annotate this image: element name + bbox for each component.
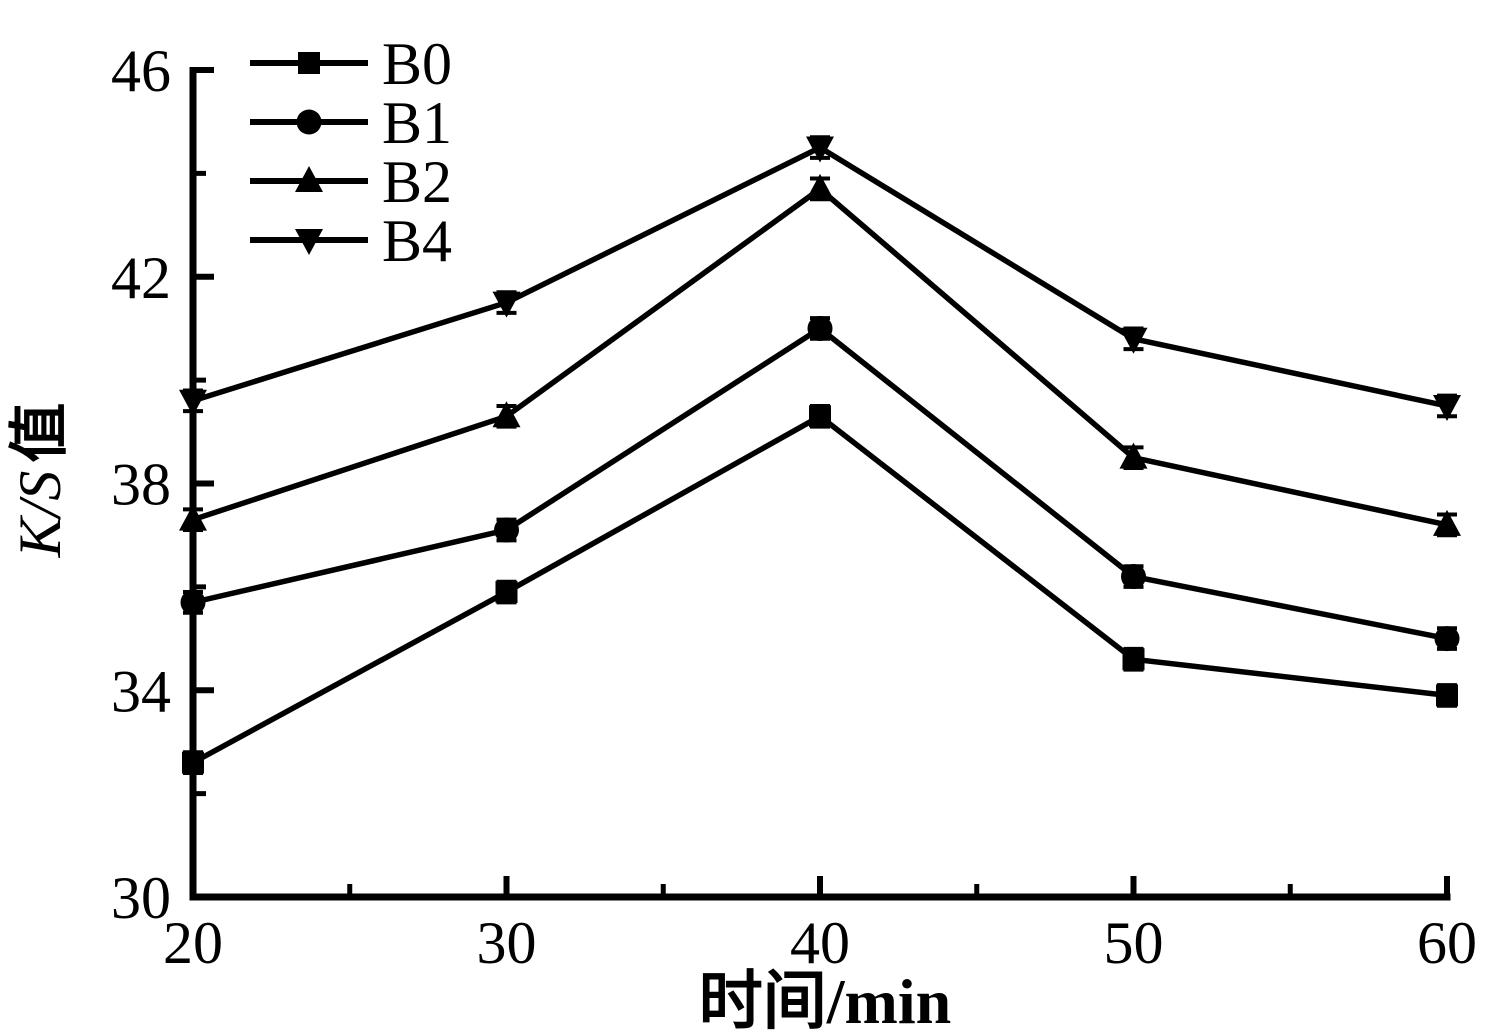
- legend-marker-triangle-down-icon: [295, 229, 323, 255]
- legend-marker-square-icon: [298, 52, 320, 74]
- legend-label: B4: [382, 208, 452, 274]
- data-point-b0: [495, 581, 518, 604]
- data-point-b2: [179, 504, 207, 531]
- data-point-b4: [492, 291, 521, 318]
- x-tick-label: 30: [477, 910, 537, 976]
- data-point-b1: [807, 315, 833, 341]
- y-tick-label: 30: [111, 865, 171, 931]
- x-tick-label: 20: [163, 910, 223, 976]
- y-tick-label: 38: [111, 452, 171, 518]
- x-tick-label: 60: [1417, 910, 1477, 976]
- series-b4: [179, 135, 1461, 421]
- data-point-b4: [179, 389, 207, 416]
- legend-marker-circle-icon: [296, 109, 322, 135]
- y-axis-title-italic-part: K/S: [7, 471, 73, 559]
- legend-label: B2: [382, 149, 452, 215]
- x-tick-label: 50: [1104, 910, 1164, 976]
- data-point-b4: [806, 136, 834, 163]
- data-point-b1: [494, 517, 519, 543]
- data-series: [179, 135, 1461, 775]
- legend-item-b1: B1: [250, 90, 452, 156]
- axis-ticks: [190, 67, 1450, 900]
- series-b2: [179, 173, 1461, 538]
- data-point-b0: [182, 751, 204, 774]
- x-axis-title: 时间/min: [699, 966, 951, 1036]
- data-point-b1: [180, 589, 206, 615]
- data-point-b2: [1433, 509, 1461, 536]
- legend-label: B0: [382, 31, 452, 97]
- data-point-b1: [1434, 626, 1460, 652]
- y-axis-title: K/S 值: [7, 403, 73, 559]
- data-point-b0: [1436, 684, 1458, 707]
- legend-item-b4: B4: [250, 208, 452, 274]
- legend-marker-triangle-up-icon: [295, 166, 323, 192]
- data-point-b4: [1119, 327, 1148, 354]
- data-point-b4: [1433, 394, 1461, 421]
- y-axis-title-cjk-part: 值: [7, 403, 73, 463]
- data-point-b1: [1121, 564, 1146, 590]
- legend-item-b0: B0: [250, 31, 452, 97]
- y-tick-label: 42: [111, 245, 171, 311]
- y-tick-label: 46: [111, 38, 171, 104]
- data-point-b2: [1119, 442, 1148, 469]
- x-tick-label: 40: [790, 910, 850, 976]
- data-point-b0: [1122, 648, 1145, 671]
- series-b0: [182, 403, 1458, 775]
- y-tick-label: 34: [111, 658, 171, 724]
- data-point-b0: [809, 405, 831, 428]
- data-point-b2: [806, 173, 834, 200]
- series-line-b0: [191, 413, 1448, 766]
- data-point-b2: [492, 401, 521, 428]
- legend-item-b2: B2: [250, 149, 452, 215]
- legend-label: B1: [382, 90, 452, 156]
- series-b1: [180, 315, 1460, 652]
